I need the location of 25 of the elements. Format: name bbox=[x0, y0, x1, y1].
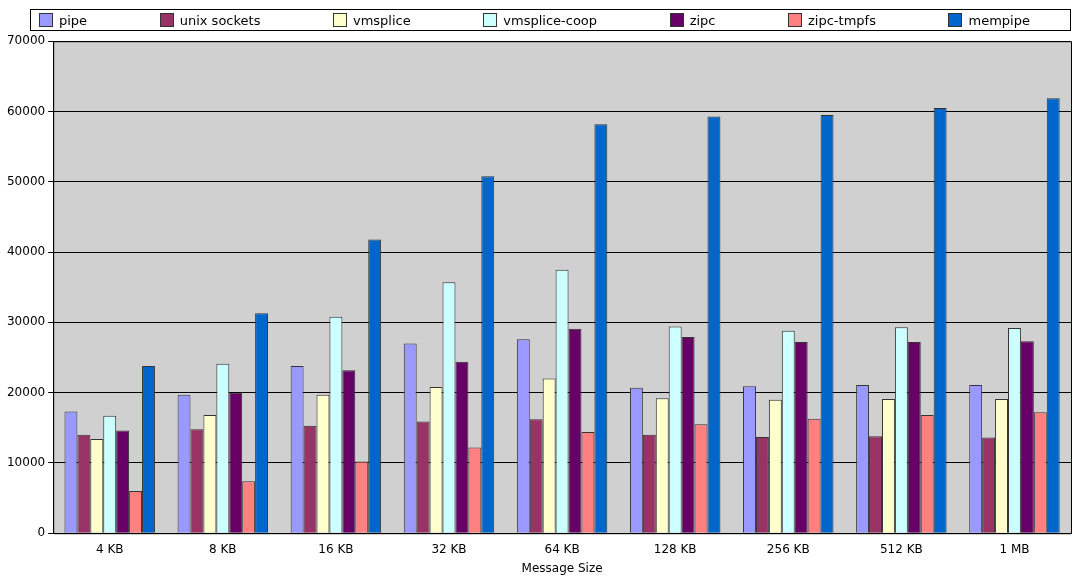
x-tick-label: 32 KB bbox=[431, 541, 467, 556]
y-tick-label: 20000 bbox=[6, 384, 46, 399]
legend-label: vmsplice bbox=[352, 12, 411, 28]
legend-label: vmsplice-coop bbox=[503, 12, 598, 28]
legend-label: unix sockets bbox=[179, 12, 261, 28]
legend-label: mempipe bbox=[968, 12, 1030, 28]
x-axis-title: Message Size bbox=[521, 560, 603, 575]
x-tick-label: 16 KB bbox=[318, 541, 354, 556]
legend-label: zipc-tmpfs bbox=[808, 12, 876, 28]
y-tick-label: 60000 bbox=[6, 103, 46, 118]
x-tick-label: 1 MB bbox=[999, 541, 1030, 556]
x-tick-label: 256 KB bbox=[766, 541, 810, 556]
y-tick-label: 70000 bbox=[6, 33, 46, 48]
x-tick-label: 8 KB bbox=[209, 541, 237, 556]
y-tick-label: 10000 bbox=[6, 455, 46, 470]
y-tick-label: 40000 bbox=[6, 244, 46, 259]
x-tick-label: 4 KB bbox=[95, 541, 124, 556]
y-tick-label: 0 bbox=[37, 525, 46, 540]
x-tick-label: 512 KB bbox=[879, 541, 923, 556]
legend-label: pipe bbox=[59, 12, 88, 28]
y-tick-label: 30000 bbox=[6, 314, 46, 329]
legend-label: zipc bbox=[689, 12, 716, 28]
x-tick-label: 64 KB bbox=[544, 541, 580, 556]
x-tick-label: 128 KB bbox=[653, 541, 697, 556]
y-tick-label: 50000 bbox=[6, 173, 46, 188]
